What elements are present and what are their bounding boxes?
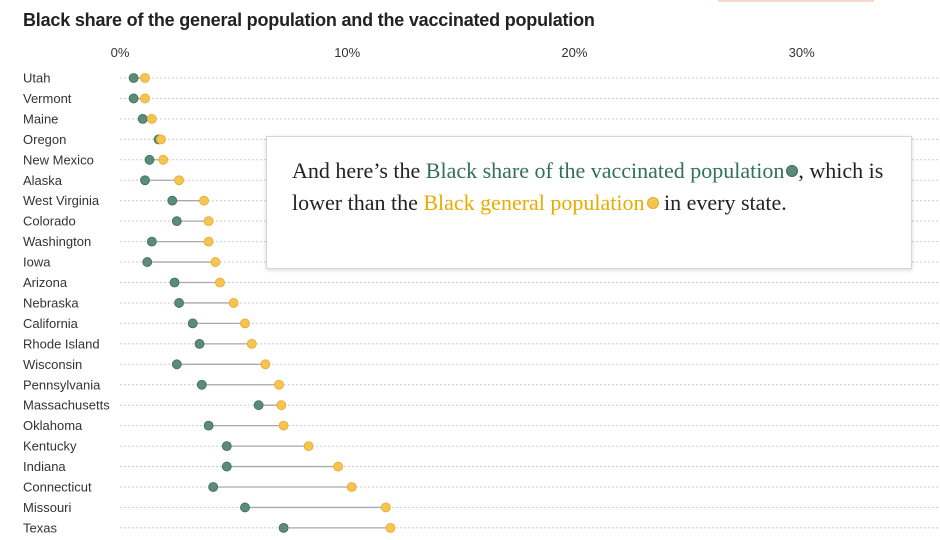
general-point — [146, 114, 157, 124]
vaccinated-point — [137, 114, 148, 124]
general-point — [278, 420, 289, 431]
x-tick-label: 30% — [789, 45, 815, 60]
vaccinated-point — [174, 298, 184, 308]
general-point — [199, 195, 209, 206]
general-point — [346, 482, 357, 492]
vaccinated-point — [171, 359, 182, 370]
vaccinated-point — [144, 154, 155, 165]
general-point — [155, 134, 166, 145]
vaccinated-point — [140, 175, 150, 186]
vaccinated-point — [240, 502, 250, 513]
state-label: California — [23, 316, 79, 331]
general-point — [276, 400, 287, 411]
general-point — [333, 461, 344, 472]
general-point — [210, 257, 221, 267]
general-point — [228, 298, 239, 308]
state-label: Vermont — [23, 91, 72, 106]
state-label: Washington — [23, 234, 91, 249]
general-legend-dot — [646, 196, 659, 209]
general-point — [385, 523, 396, 533]
vaccinated-point — [128, 73, 139, 83]
general-point — [203, 236, 214, 247]
vaccinated-point — [146, 236, 157, 247]
vaccinated-point — [278, 523, 289, 533]
state-label: Connecticut — [23, 480, 92, 495]
general-point — [140, 93, 150, 104]
general-point — [203, 216, 214, 227]
state-label: Texas — [23, 520, 57, 535]
general-point — [260, 359, 271, 370]
general-point — [380, 502, 391, 513]
state-label: Alaska — [23, 173, 63, 188]
state-label: Colorado — [23, 214, 76, 229]
general-point — [158, 154, 169, 165]
vaccinated-point — [142, 257, 153, 267]
annotation-general-label: Black general population — [423, 190, 645, 215]
state-label: Oregon — [23, 132, 66, 147]
x-tick-label: 10% — [334, 45, 360, 60]
general-point — [140, 73, 150, 83]
x-tick-label: 20% — [561, 45, 587, 60]
vaccinated-point — [187, 318, 198, 329]
general-point — [240, 318, 250, 329]
vaccinated-point — [128, 93, 139, 104]
state-label: Maine — [23, 111, 58, 126]
state-label: New Mexico — [23, 152, 94, 167]
state-label: Massachusetts — [23, 398, 110, 413]
vaccinated-point — [171, 216, 182, 227]
general-point — [274, 379, 284, 390]
vaccinated-point — [253, 400, 264, 411]
state-label: Utah — [23, 71, 50, 86]
vaccinated-point — [167, 195, 178, 206]
general-point — [174, 175, 184, 186]
general-point — [303, 441, 314, 452]
state-label: Rhode Island — [23, 336, 100, 351]
state-label: Missouri — [23, 500, 72, 515]
state-label: Kentucky — [23, 439, 77, 454]
annotation-text-1: And here’s the — [292, 158, 426, 183]
general-point — [215, 277, 225, 288]
state-label: West Virginia — [23, 193, 100, 208]
state-label: Nebraska — [23, 295, 79, 310]
state-label: Pennsylvania — [23, 377, 101, 392]
vaccinated-point — [221, 461, 232, 472]
annotation-box: And here’s the Black share of the vaccin… — [266, 136, 912, 269]
vaccinated-point — [208, 482, 219, 492]
vaccinated-point — [221, 441, 232, 452]
state-label: Wisconsin — [23, 357, 82, 372]
top-accent-stripe — [718, 0, 874, 2]
annotation-text-2: , which is lower than the — [292, 158, 884, 215]
x-tick-label: 0% — [111, 45, 130, 60]
state-label: Indiana — [23, 459, 66, 474]
vaccinated-point — [196, 379, 207, 390]
vaccinated-legend-dot — [786, 164, 799, 177]
state-label: Oklahoma — [23, 418, 83, 433]
annotation-vaccinated-label: Black share of the vaccinated population — [425, 158, 785, 183]
annotation-text-3: in every state. — [658, 190, 787, 215]
vaccinated-point — [194, 338, 205, 349]
state-label: Iowa — [23, 255, 51, 270]
vaccinated-point — [203, 420, 214, 431]
state-label: Arizona — [23, 275, 68, 290]
chart-title: Black share of the general population an… — [23, 10, 595, 30]
general-point — [246, 338, 257, 349]
vaccinated-point — [169, 277, 180, 288]
